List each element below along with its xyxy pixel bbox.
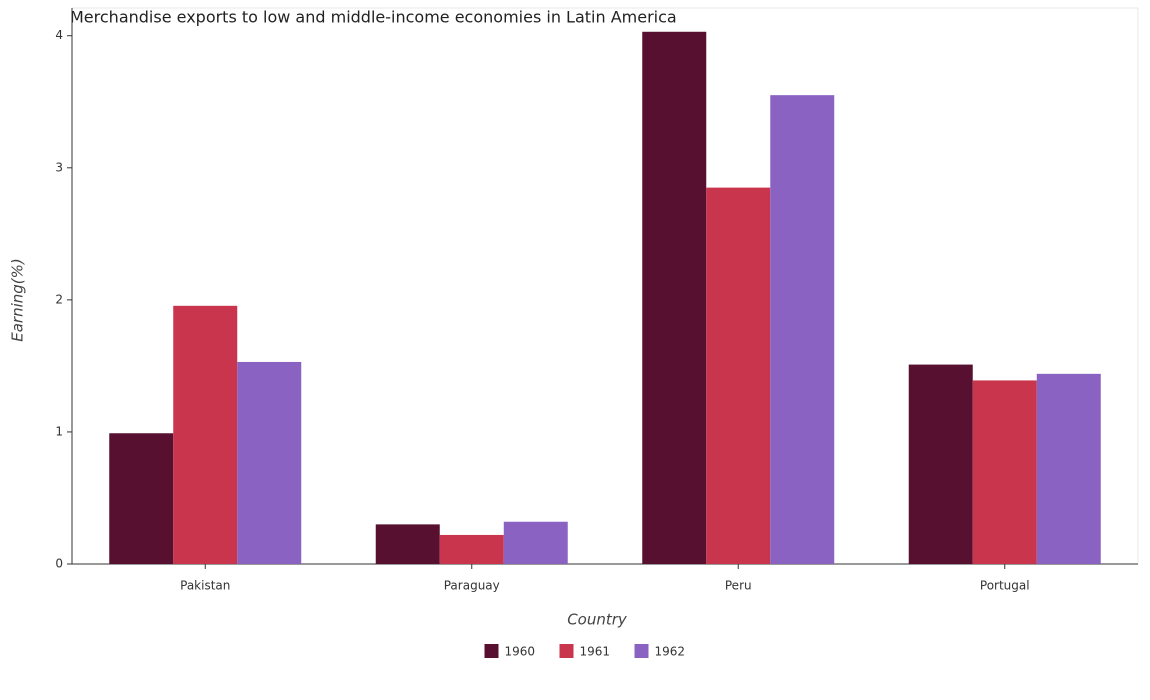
legend-label: 1961 xyxy=(580,645,611,659)
x-tick-label: Peru xyxy=(725,579,752,593)
x-axis-title: Country xyxy=(567,611,628,629)
y-tick-label: 3 xyxy=(55,160,63,174)
bar xyxy=(706,187,771,564)
bar xyxy=(642,31,707,564)
y-tick-label: 1 xyxy=(55,424,63,438)
y-axis-title: Earning(%) xyxy=(9,258,27,342)
x-tick-label: Paraguay xyxy=(444,579,500,593)
chart-title: Merchandise exports to low and middle-in… xyxy=(70,8,677,27)
y-tick-label: 0 xyxy=(55,557,63,571)
bar xyxy=(237,361,302,564)
legend-label: 1960 xyxy=(505,645,536,659)
bar xyxy=(1036,373,1101,564)
y-tick-label: 4 xyxy=(55,28,63,42)
legend-swatch xyxy=(559,644,574,658)
bar xyxy=(439,534,504,564)
legend-label: 1962 xyxy=(655,645,686,659)
bar xyxy=(375,524,440,564)
legend-swatch xyxy=(634,644,649,658)
y-tick-label: 2 xyxy=(55,292,63,306)
x-tick-label: Portugal xyxy=(980,579,1030,593)
x-tick-label: Pakistan xyxy=(180,579,230,593)
bar xyxy=(173,305,238,564)
bar xyxy=(770,95,835,565)
bar xyxy=(503,521,568,564)
bar xyxy=(972,380,1037,564)
legend-swatch xyxy=(484,644,499,658)
bar xyxy=(908,364,973,564)
bar xyxy=(109,433,174,564)
